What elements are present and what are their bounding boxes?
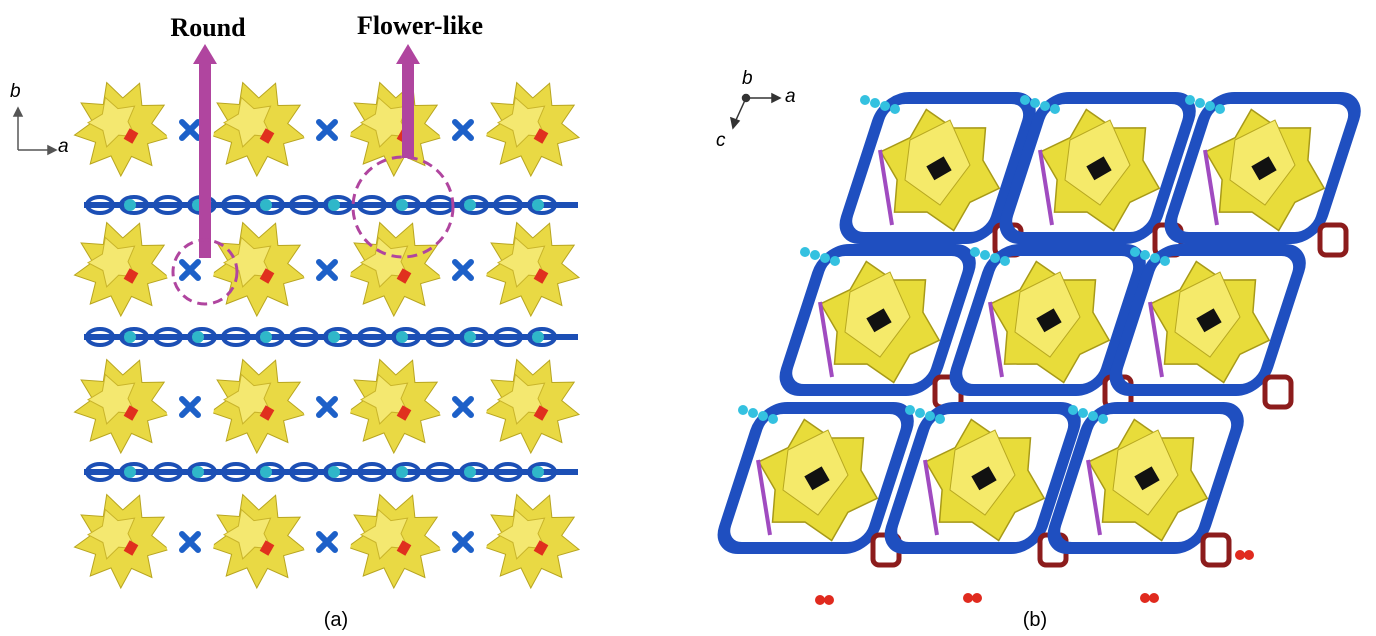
metal-node [532, 199, 544, 211]
node [820, 253, 830, 263]
metal-node [328, 199, 340, 211]
water [1140, 593, 1150, 603]
metal-node [328, 466, 340, 478]
node [915, 408, 925, 418]
node [1098, 414, 1108, 424]
node [1215, 104, 1225, 114]
node [748, 408, 758, 418]
metal-node [260, 466, 272, 478]
node [1130, 247, 1140, 257]
callout-label: Flower-like [357, 11, 483, 40]
node [1068, 405, 1078, 415]
metal-node [396, 466, 408, 478]
callout-label: Round [170, 13, 246, 42]
node [1050, 104, 1060, 114]
node [870, 98, 880, 108]
water [1244, 550, 1254, 560]
node [1020, 95, 1030, 105]
node [1040, 101, 1050, 111]
node [800, 247, 810, 257]
axis-label: a [58, 136, 69, 157]
water [963, 593, 973, 603]
metal-node [328, 331, 340, 343]
arrow-head [396, 44, 420, 64]
metal-node [532, 466, 544, 478]
axis-label: b [742, 68, 753, 89]
node [1088, 411, 1098, 421]
metal-node [124, 199, 136, 211]
axis-glyph [14, 108, 56, 154]
metal-node [396, 199, 408, 211]
metal-node [260, 331, 272, 343]
node [758, 411, 768, 421]
metal-node [192, 331, 204, 343]
metal-node [396, 331, 408, 343]
guest [1203, 535, 1229, 565]
metal-node [532, 331, 544, 343]
node [880, 101, 890, 111]
water [824, 595, 834, 605]
node [1185, 95, 1195, 105]
axis-label: b [10, 81, 21, 102]
node [1030, 98, 1040, 108]
arrow-shaft [199, 62, 211, 258]
node [1195, 98, 1205, 108]
metal-node [464, 466, 476, 478]
structure-b [718, 95, 1360, 605]
node [1160, 256, 1170, 266]
node [1150, 253, 1160, 263]
node [1140, 250, 1150, 260]
guest [1265, 377, 1291, 407]
node [738, 405, 748, 415]
node [1000, 256, 1010, 266]
panel-caption: (a) [324, 609, 348, 631]
metal-node [464, 199, 476, 211]
node [935, 414, 945, 424]
node [970, 247, 980, 257]
axis-arrow [736, 98, 746, 120]
panel-caption: (b) [1023, 609, 1047, 631]
water [1149, 593, 1159, 603]
water [1235, 550, 1245, 560]
node [830, 256, 840, 266]
node [980, 250, 990, 260]
guest [1320, 225, 1346, 255]
node [890, 104, 900, 114]
axis-label: a [785, 86, 796, 107]
node [1205, 101, 1215, 111]
figure: Round Flower-like b a b a c (a) (b) [0, 0, 1376, 636]
axis-head [48, 146, 56, 154]
node [905, 405, 915, 415]
axis-head [772, 94, 780, 102]
axis-glyph [731, 94, 780, 128]
arrow-head [193, 44, 217, 64]
metal-node [124, 466, 136, 478]
node [925, 411, 935, 421]
node [768, 414, 778, 424]
node [860, 95, 870, 105]
metal-node [192, 466, 204, 478]
axis-head [731, 118, 739, 128]
metal-node [464, 331, 476, 343]
water [972, 593, 982, 603]
metal-node [124, 331, 136, 343]
water [815, 595, 825, 605]
node [1078, 408, 1088, 418]
axis-label: c [716, 130, 726, 151]
node [990, 253, 1000, 263]
arrow-shaft [402, 62, 414, 158]
metal-node [260, 199, 272, 211]
structure-a [75, 83, 580, 589]
node [810, 250, 820, 260]
axis-head [14, 108, 22, 116]
